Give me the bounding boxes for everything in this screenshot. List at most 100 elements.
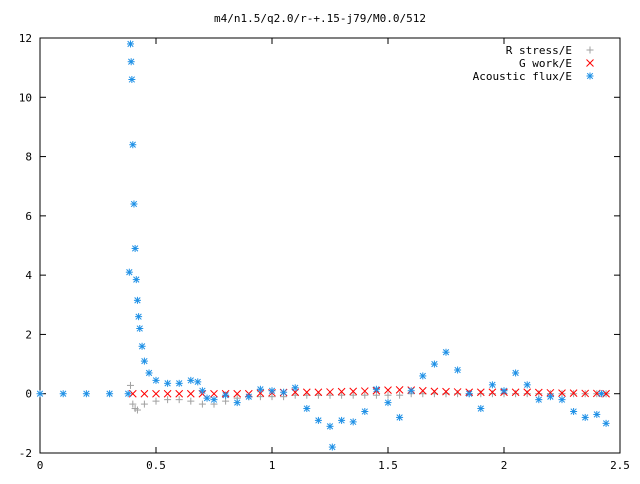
legend-marker [586,46,594,54]
data-point [349,418,357,426]
data-point [534,388,543,397]
data-point [163,389,172,398]
data-point [511,388,520,397]
marks-layer [36,40,610,451]
data-point [152,397,160,405]
y-tick-label: 4 [25,269,32,282]
axes-layer: 0 0.5 1 1.5 2 2.5 -2 0 2 4 6 8 10 12 [19,32,630,472]
data-point [140,389,149,398]
data-point [361,391,369,399]
x-tick-label: 0 [37,459,44,472]
data-point [198,387,206,395]
data-point [175,389,184,398]
data-point [245,393,253,401]
data-point [328,443,336,451]
data-point [129,400,137,408]
y-tick-label: 0 [25,388,32,401]
x-tick-label: 2 [501,459,508,472]
data-point [124,390,132,398]
data-point [256,393,264,401]
data-point [175,379,183,387]
data-point [133,406,141,414]
data-point [570,408,578,415]
data-point [360,387,369,395]
data-point [164,396,172,404]
legend-marker [586,59,594,67]
data-point [268,387,276,395]
data-point [442,348,450,356]
data-point [135,313,143,321]
data-point [140,400,148,408]
data-point [488,390,496,398]
data-point [581,413,589,421]
data-point [152,389,160,398]
y-tick-label: 6 [25,210,32,223]
chart-title: m4/n1.5/q2.0/r-+.15-j79/M0.0/512 [214,12,426,25]
y-tick-label: 8 [25,151,32,164]
x-tick-label: 0.5 [146,459,166,472]
data-point [126,381,134,389]
data-point [523,390,531,398]
data-point [546,393,554,401]
data-point [194,378,202,386]
data-point [210,396,218,404]
data-point [523,388,532,397]
data-point [314,388,323,397]
data-point [222,391,230,399]
data-point [349,387,358,396]
data-point [581,389,590,398]
data-point [222,397,230,405]
data-point [36,390,44,398]
data-point [326,422,334,430]
data-point [546,388,555,397]
data-point [442,387,450,396]
data-point [488,388,497,397]
data-point [145,369,153,377]
data-point [128,76,136,83]
data-point [512,369,520,377]
data-point [569,389,578,397]
data-point [106,390,114,398]
data-point [430,387,439,396]
data-point [558,389,566,397]
data-point [602,419,610,427]
data-point [268,393,276,401]
data-point [338,416,346,424]
data-point [186,389,195,398]
data-point [396,413,404,421]
data-point [396,391,404,399]
y-tick-label: 2 [25,328,32,341]
legend-label: G work/E [519,57,572,70]
x-tick-label: 1.5 [378,459,398,472]
data-point [337,387,346,396]
x-tick-label: 1 [269,459,276,472]
data-point [326,388,334,396]
data-point [59,390,67,398]
data-point [82,390,90,398]
data-point [384,391,392,399]
data-point [164,379,172,387]
data-point [535,396,543,404]
data-point [465,390,473,398]
data-point [512,390,520,398]
data-point [132,276,140,284]
legend-marker [586,72,594,80]
data-point [140,357,148,365]
data-point [203,394,211,402]
data-point [133,296,141,304]
data-point [477,405,485,413]
data-point [558,396,566,404]
data-point [198,400,206,408]
data-point [349,391,357,399]
data-point [233,389,242,398]
data-point [597,390,605,398]
plot-frame [39,37,621,454]
data-point [593,410,601,418]
y-tick-label: -2 [19,447,32,460]
data-point [535,390,543,398]
data-point [372,385,380,393]
legend-label: Acoustic flux/E [473,70,572,83]
